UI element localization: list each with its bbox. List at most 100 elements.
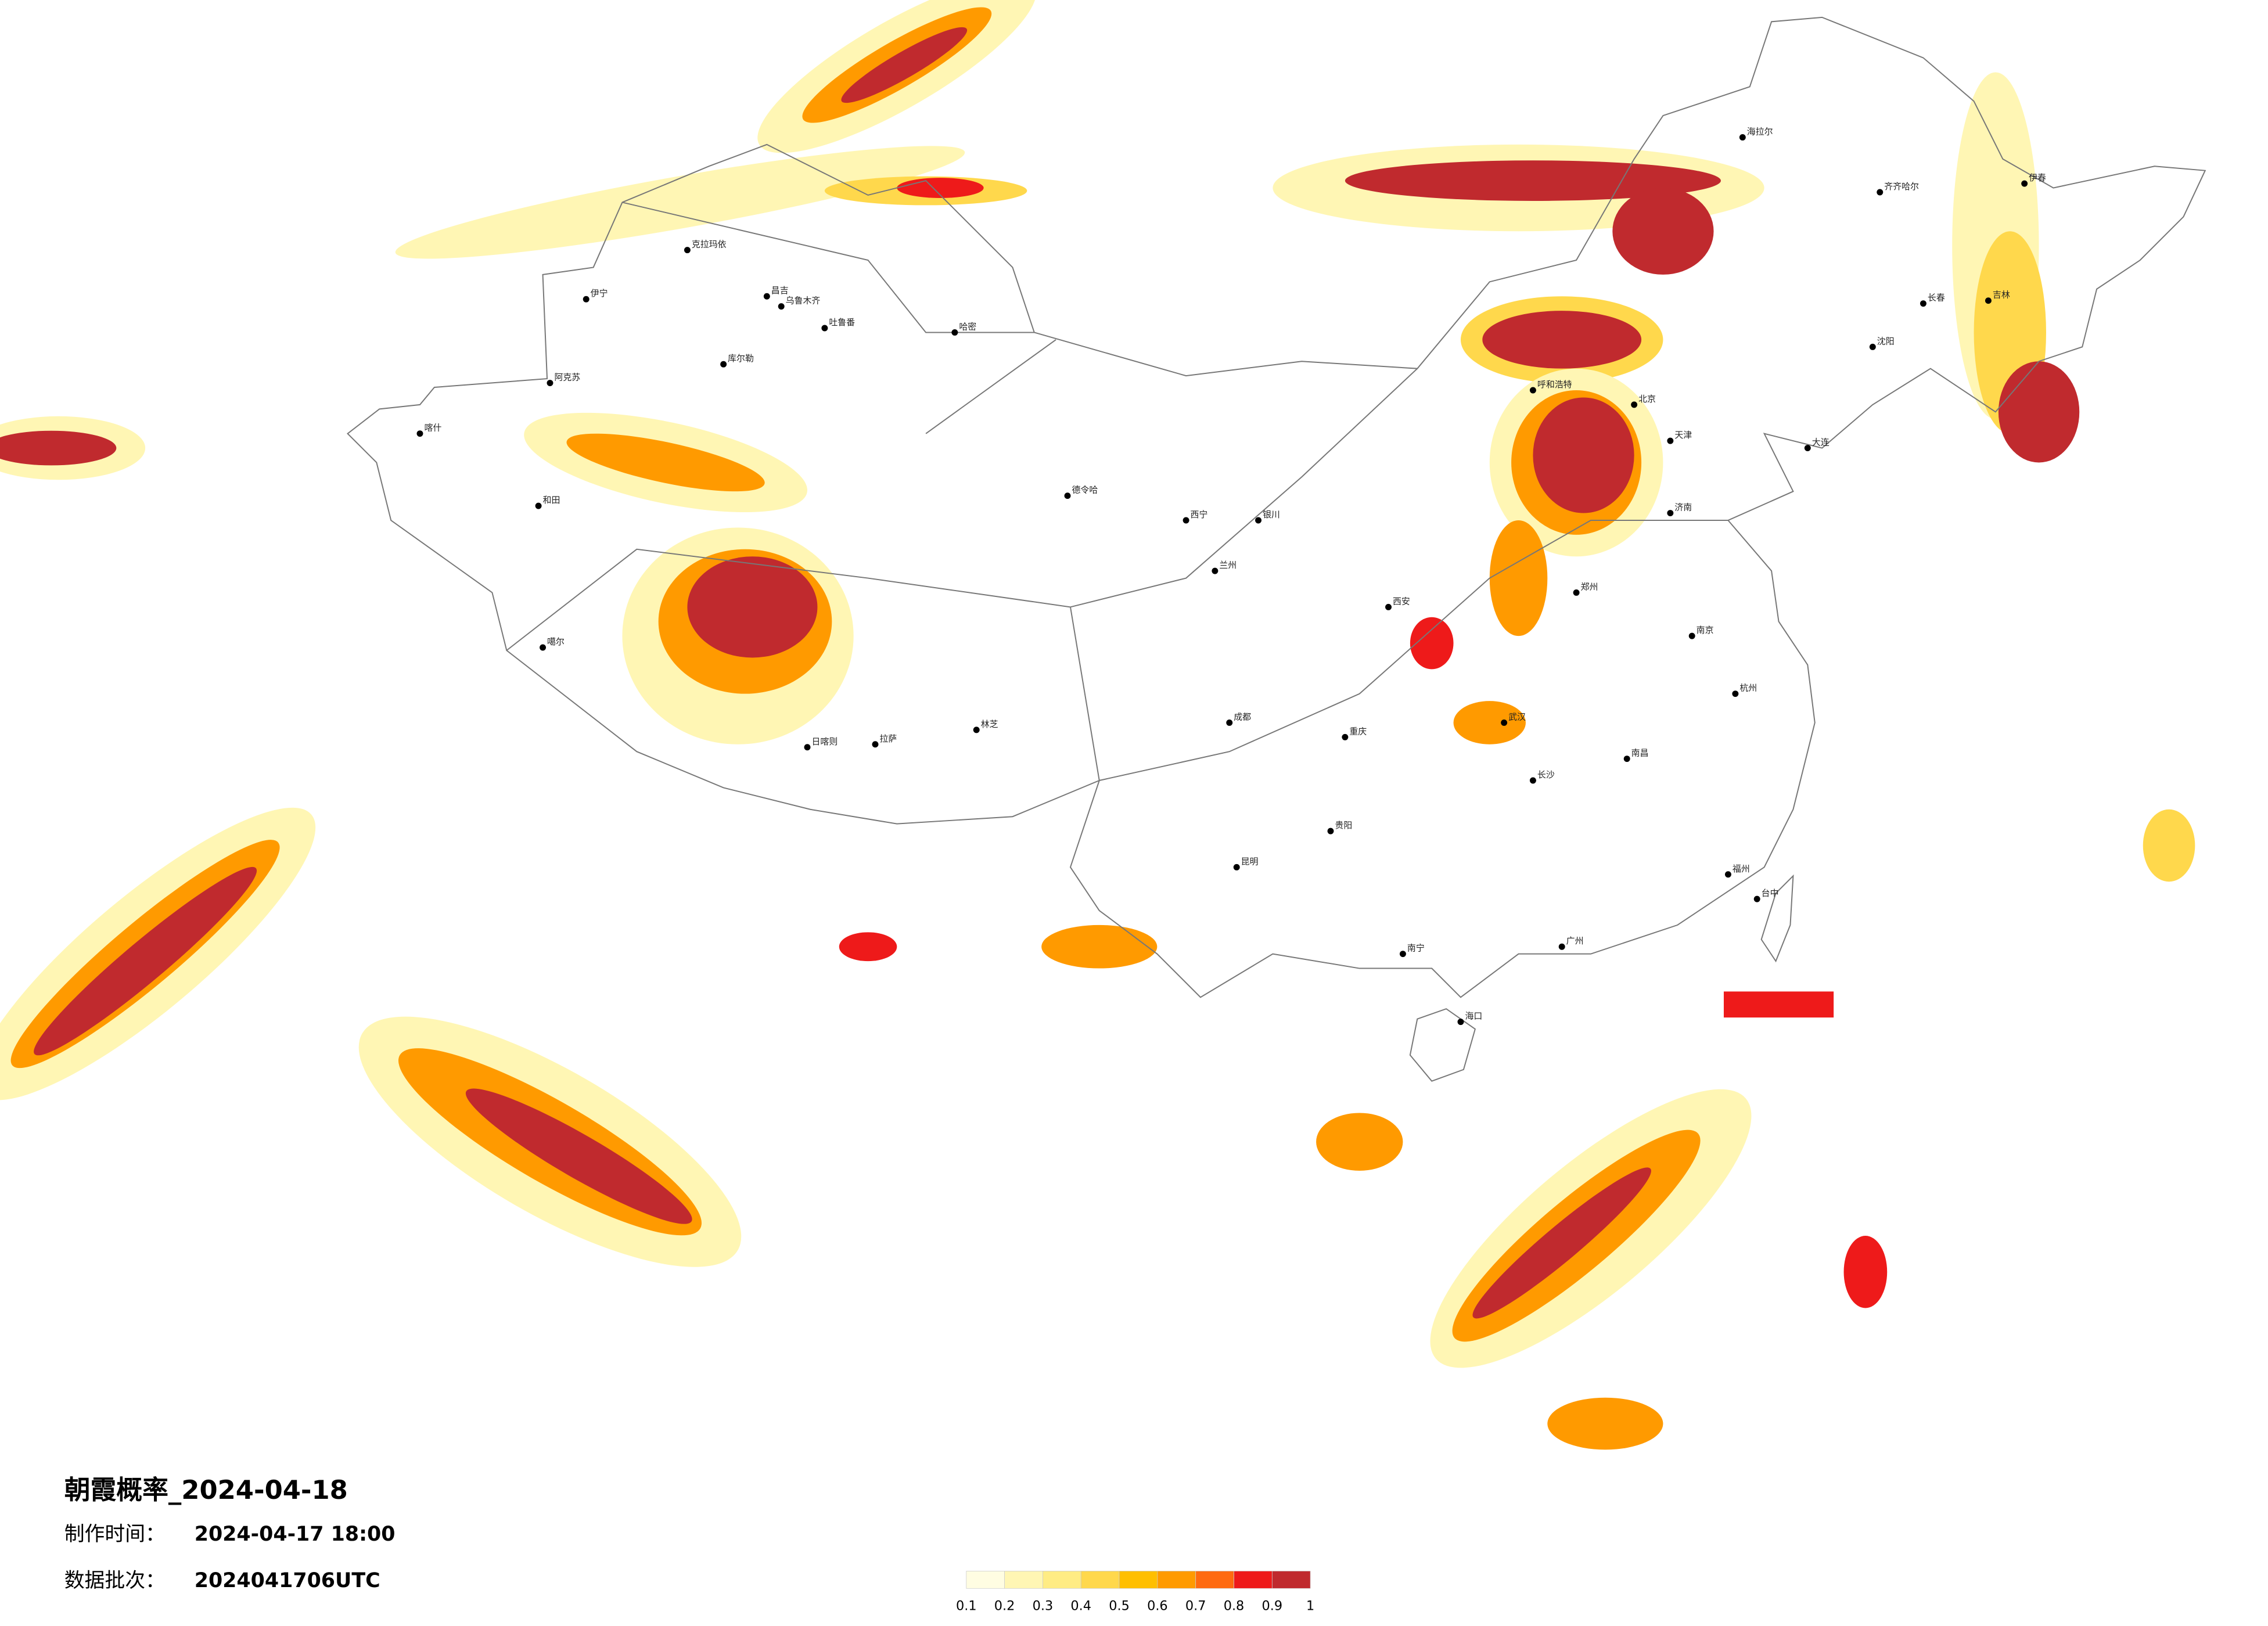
city-dot (1631, 401, 1638, 408)
city-dot (1385, 603, 1392, 610)
city-dot (1573, 589, 1580, 596)
city-label: 克拉玛依 (692, 239, 727, 250)
colorbar-tick-label: 0.4 (1070, 1599, 1091, 1614)
colorbar-tick-label: 1 (1306, 1599, 1314, 1614)
city-label: 济南 (1674, 502, 1692, 513)
colorbar-swatch (1119, 1571, 1158, 1589)
city-dot (872, 741, 879, 748)
city-label: 台中 (1762, 888, 1779, 898)
city-label: 昌吉 (771, 285, 789, 296)
city-label: 伊宁 (591, 288, 608, 298)
colorbar-swatch (1080, 1571, 1120, 1589)
city-dot (1623, 756, 1630, 762)
city-label: 海拉尔 (1747, 126, 1773, 136)
city-label: 拉萨 (879, 733, 897, 744)
city-label: 哈密 (959, 321, 976, 332)
city-dot (1985, 297, 1992, 304)
city-label: 北京 (1638, 394, 1656, 404)
colorbar-swatch (1157, 1571, 1196, 1589)
city-dot (1342, 733, 1349, 740)
city-dot (416, 430, 423, 437)
city-dot (1869, 343, 1876, 350)
city-label: 海口 (1465, 1011, 1482, 1021)
colorbar-swatch (1043, 1571, 1081, 1589)
meta-label: 数据批次： (64, 1569, 166, 1592)
city-label: 长沙 (1537, 769, 1555, 780)
city-dot (951, 329, 958, 336)
city-label: 广州 (1566, 936, 1584, 946)
city-label: 长春 (1928, 293, 1945, 303)
city-label: 沈阳 (1877, 336, 1895, 346)
city-label: 乌鲁木齐 (786, 296, 821, 306)
city-label: 福州 (1733, 864, 1750, 874)
city-dot (1233, 864, 1240, 870)
city-label: 天津 (1674, 430, 1692, 440)
city-label: 南京 (1696, 625, 1714, 635)
city-dot (1753, 895, 1760, 902)
city-label: 南宁 (1407, 943, 1425, 954)
city-dot (540, 644, 547, 651)
city-label: 郑州 (1581, 581, 1598, 592)
city-dot (1920, 300, 1926, 307)
city-dot (1724, 871, 1731, 878)
city-label: 伊春 (2029, 172, 2046, 183)
colorbar-tick-label: 0.5 (1109, 1599, 1130, 1614)
city-label: 阿克苏 (554, 372, 580, 383)
city-dot (684, 247, 691, 254)
city-label: 兰州 (1219, 560, 1237, 570)
city-dot (1688, 632, 1695, 639)
city-dot (778, 303, 785, 310)
city-dot (1255, 517, 1262, 524)
city-dot (1804, 445, 1811, 452)
city-dot (1667, 510, 1674, 517)
city-dot (1558, 943, 1565, 950)
city-label: 昆明 (1241, 856, 1259, 866)
city-label: 吉林 (1993, 290, 2010, 300)
city-label: 和田 (543, 495, 560, 505)
city-label: 噶尔 (547, 636, 565, 647)
city-label: 库尔勒 (728, 353, 754, 364)
colorbar-tick-label: 0.6 (1147, 1599, 1168, 1614)
colorbar-tick-label: 0.3 (1033, 1599, 1054, 1614)
probability-field (0, 0, 2195, 1450)
city-dot (1182, 517, 1189, 524)
city-label: 贵阳 (1335, 820, 1352, 830)
map-title: 朝霞概率_2024-04-18 (64, 1474, 348, 1505)
colorbar-tick-label: 0.8 (1224, 1599, 1245, 1614)
city-dot (547, 380, 553, 387)
city-label: 南昌 (1631, 748, 1649, 758)
city-dot (1739, 134, 1746, 141)
city-dot (1064, 492, 1071, 499)
city-dot (763, 293, 770, 300)
colorbar-swatch (1195, 1571, 1234, 1589)
city-label: 日喀则 (811, 736, 838, 747)
city-label: 成都 (1234, 711, 1251, 722)
city-label: 杭州 (1739, 683, 1757, 693)
city-dot (535, 502, 542, 509)
city-label: 德令哈 (1072, 485, 1098, 495)
city-dot (583, 296, 590, 303)
city-label: 林芝 (981, 719, 998, 729)
city-label: 喀什 (424, 423, 441, 433)
city-label: 吐鲁番 (829, 317, 855, 328)
city-dot (1399, 951, 1406, 958)
city-dot (1667, 437, 1674, 444)
city-label: 银川 (1263, 509, 1280, 520)
city-label: 齐齐哈尔 (1884, 181, 1919, 192)
borders (347, 16, 2206, 1082)
colorbar-tick-label: 0.9 (1262, 1599, 1283, 1614)
city-label: 重庆 (1349, 726, 1367, 736)
colorbar-swatch (966, 1571, 1005, 1589)
colorbar-swatch (1004, 1571, 1043, 1589)
meta-value: 2024041706UTC (195, 1569, 380, 1592)
city-dot (1457, 1019, 1464, 1026)
city-label: 西安 (1393, 596, 1410, 606)
colorbar-tick-label: 0.2 (994, 1599, 1015, 1614)
colorbar: 0.1 0.2 0.3 0.4 0.5 0.6 0.7 0.8 0.9 1 (956, 1571, 1314, 1614)
city-label: 呼和浩特 (1537, 379, 1572, 390)
city-dot (804, 744, 811, 751)
city-dot (1529, 387, 1536, 394)
city-dot (1529, 777, 1536, 784)
